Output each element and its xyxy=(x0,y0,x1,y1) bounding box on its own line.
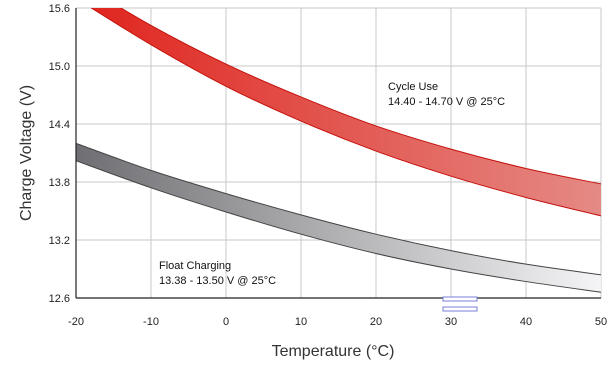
cycle-band-area xyxy=(91,8,601,216)
x-tick-label: 30 xyxy=(445,316,457,328)
x-tick-label: 50 xyxy=(595,316,607,328)
cycle-use-label: Cycle Use xyxy=(388,81,438,93)
x-tick-label: -10 xyxy=(143,316,159,328)
float-charging-label: Float Charging xyxy=(159,260,231,272)
x-tick-label: 20 xyxy=(370,316,382,328)
x-tick-label: 0 xyxy=(223,316,229,328)
scroll-marker-bottom xyxy=(442,306,478,312)
y-tick-label: 14.4 xyxy=(49,119,70,131)
y-axis-title: Charge Voltage (V) xyxy=(18,85,35,221)
float-band-lower-edge xyxy=(76,160,601,293)
float-charging-range: 13.38 - 13.50 V @ 25°C xyxy=(159,275,276,287)
y-tick-label: 13.8 xyxy=(49,177,70,189)
grid-lines xyxy=(76,7,602,298)
y-tick-label: 12.6 xyxy=(49,293,70,305)
y-tick-labels: 12.6 13.2 13.8 14.4 15.0 15.6 xyxy=(49,3,70,305)
x-tick-label: -20 xyxy=(68,316,84,328)
cycle-band-upper-edge xyxy=(119,8,601,185)
cycle-band-lower-edge xyxy=(90,8,601,217)
x-axis-title: Temperature (°C) xyxy=(272,343,395,360)
x-tick-label: 10 xyxy=(295,316,307,328)
band-layer xyxy=(76,8,601,293)
cycle-use-range: 14.40 - 14.70 V @ 25°C xyxy=(388,96,505,108)
y-tick-label: 15.6 xyxy=(49,3,70,15)
x-tick-labels: -20 -10 0 10 20 30 40 50 xyxy=(68,316,607,328)
y-tick-label: 13.2 xyxy=(49,235,70,247)
scroll-marker-top xyxy=(442,296,478,302)
x-tick-label: 40 xyxy=(520,316,532,328)
float-band-upper-edge xyxy=(76,142,601,276)
float-band-area xyxy=(76,143,601,293)
y-tick-label: 15.0 xyxy=(49,61,70,73)
